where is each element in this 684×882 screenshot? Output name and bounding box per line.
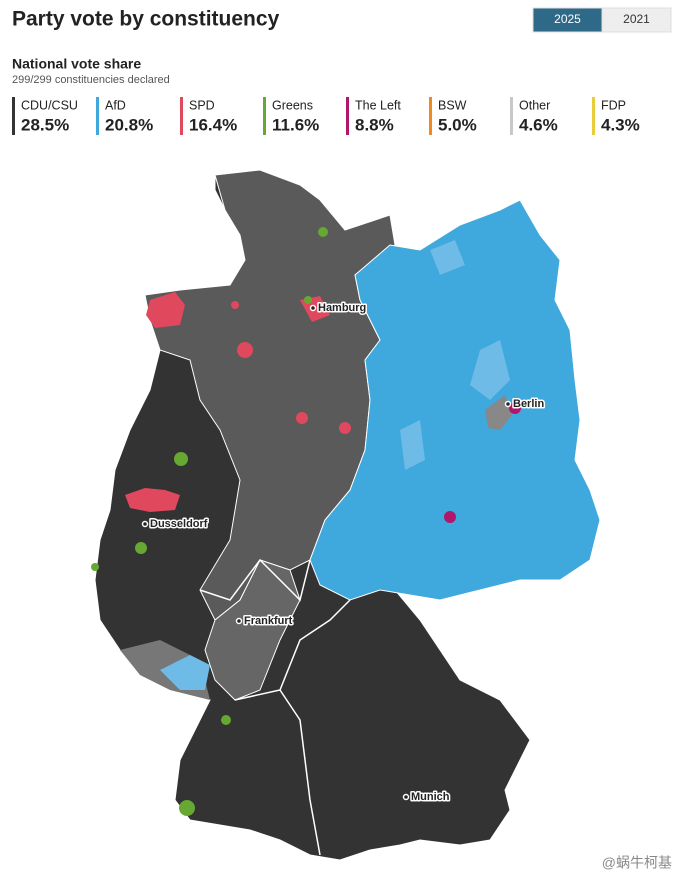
greens-district: [221, 715, 231, 725]
region-east-light: [160, 655, 210, 690]
legend-swatch: [263, 97, 266, 135]
city-dot: [504, 400, 512, 408]
cities: Hamburg Berlin Dusseldorf Frankfurt Munich: [141, 300, 546, 804]
spd-district: [146, 292, 185, 328]
spd-district: [296, 412, 308, 424]
greens-district: [179, 800, 195, 816]
legend-swatch: [12, 97, 15, 135]
legend-share: 20.8%: [105, 115, 153, 134]
city-dot: [402, 793, 410, 801]
state-border: [279, 689, 321, 856]
legend-share: 8.8%: [355, 115, 394, 134]
greens-district: [135, 542, 147, 554]
legend-share: 4.6%: [519, 115, 558, 134]
legend-name: Greens: [272, 98, 313, 112]
city-label: Frankfurt: [244, 615, 293, 627]
title: Party vote by constituency: [12, 8, 280, 31]
city-dot: [309, 304, 317, 312]
watermark: @蜗牛柯基: [602, 855, 672, 871]
greens-district: [91, 563, 99, 571]
city-label: Hamburg: [318, 302, 366, 314]
legend-name: AfD: [105, 98, 126, 112]
declared: 299/299 constituencies declared: [12, 74, 170, 86]
spd-district: [231, 301, 239, 309]
toggle-label[interactable]: 2025: [554, 12, 581, 26]
spd-district: [339, 422, 351, 434]
legend: CDU/CSU 28.5% AfD 20.8% SPD 16.4% Greens 11.6% T…: [12, 97, 640, 135]
city-label: Berlin: [513, 398, 544, 410]
toggle-label[interactable]: 2021: [623, 12, 650, 26]
region-east-light: [430, 240, 465, 275]
legend-name: CDU/CSU: [21, 98, 78, 112]
city-label: Dusseldorf: [150, 518, 208, 530]
spd-district: [237, 342, 253, 358]
greens-district: [174, 452, 188, 466]
legend-name: SPD: [189, 98, 215, 112]
city-label: Munich: [411, 791, 450, 803]
legend-name: Other: [519, 98, 550, 112]
toggle-button[interactable]: [532, 7, 603, 33]
legend-name: BSW: [438, 98, 467, 112]
city-dot: [141, 520, 149, 528]
legend-share: 28.5%: [21, 115, 69, 134]
legend-swatch: [346, 97, 349, 135]
legend-share: 5.0%: [438, 115, 477, 134]
state-border: [234, 599, 351, 701]
spd-district: [125, 488, 180, 512]
map: [91, 169, 601, 861]
region-east-light: [470, 340, 510, 400]
region-east-light: [400, 420, 425, 470]
greens-district: [318, 227, 328, 237]
toggle-button[interactable]: [601, 7, 672, 33]
greens-district: [304, 296, 312, 304]
legend-swatch: [180, 97, 183, 135]
legend-swatch: [592, 97, 595, 135]
legend-share: 11.6%: [272, 115, 319, 134]
summary-title: National vote share: [12, 56, 141, 72]
region-east: [309, 199, 601, 601]
legend-name: The Left: [355, 98, 401, 112]
region-hesse: [204, 559, 301, 701]
legend-swatch: [510, 97, 513, 135]
year-toggle[interactable]: 2025 2021: [532, 7, 672, 33]
state-border: [199, 558, 311, 602]
left-district: [444, 511, 456, 523]
city-dot: [235, 617, 243, 625]
legend-swatch: [96, 97, 99, 135]
left-district: [509, 402, 521, 414]
legend-name: FDP: [601, 98, 626, 112]
legend-share: 16.4%: [189, 115, 237, 134]
legend-share: 4.3%: [601, 115, 640, 134]
legend-swatch: [429, 97, 432, 135]
